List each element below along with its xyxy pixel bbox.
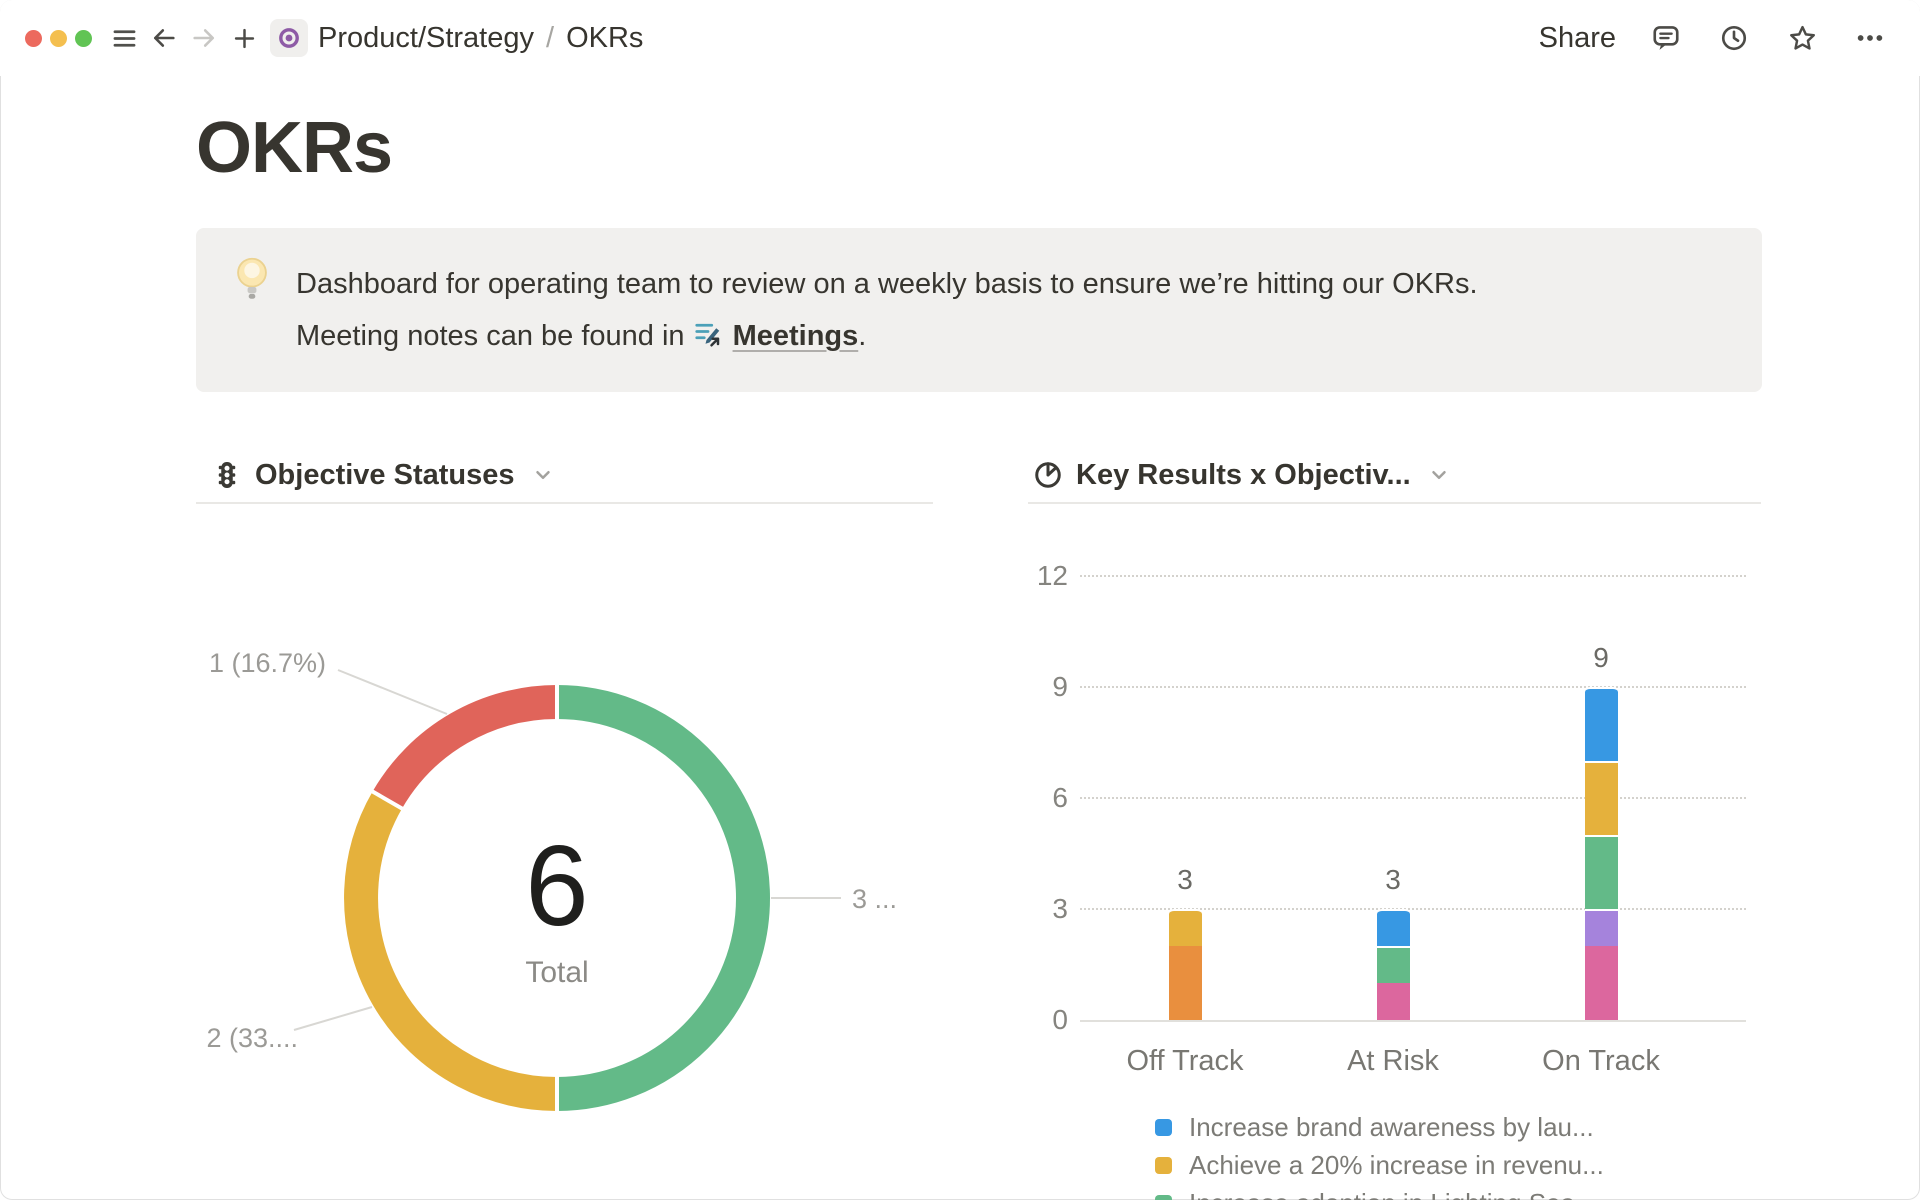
back-icon[interactable] [144,18,184,58]
y-tick-label: 0 [1052,1004,1068,1035]
legend-swatch [1155,1118,1172,1136]
legend-label: Achieve a 20% increase in revenu... [1189,1149,1604,1180]
grid-line [1080,686,1746,688]
legend-label: Increase brand awareness by lau... [1189,1111,1594,1142]
comments-icon[interactable] [1646,18,1686,58]
meetings-link[interactable]: Meetings [732,320,859,352]
grid-line [1080,908,1746,910]
donut-slice[interactable] [372,685,558,809]
chart-title-right: Key Results x Objectiv... [1076,458,1411,491]
x-category-label: On Track [1542,1045,1660,1077]
favorite-star-icon[interactable] [1782,18,1822,58]
page-title: OKRs [196,108,393,188]
titlebar-actions: Share [1537,18,1890,59]
donut-slice-label: 2 (33.... [206,1023,298,1053]
leader-line [293,1006,373,1031]
share-button[interactable]: Share [1537,18,1618,59]
minimize-button[interactable] [50,29,67,47]
donut-slice[interactable] [344,791,558,1111]
chevron-down-icon [532,464,554,486]
bar-chart: 0 3 6 9 12 3 Off Track 3 At Risk 9 On Track Increas… [1028,520,1761,1200]
meetings-page-icon [693,314,723,347]
legend-item[interactable]: Achieve a 20% increase in revenu... [1155,1150,1604,1180]
chart-header-objective-statuses[interactable]: Objective Statuses [212,456,554,494]
bar-segment[interactable] [1376,983,1410,1020]
breadcrumb: Product/Strategy / OKRs [318,22,643,55]
donut-slice[interactable] [556,685,770,1111]
forward-icon[interactable] [184,18,224,58]
bar-segment[interactable] [1168,946,1202,1020]
y-tick-label: 9 [1052,671,1068,702]
bar-segment[interactable] [1168,909,1202,946]
legend-label: Increase adoption in Lighting Sea... [1189,1188,1597,1200]
legend-swatch [1155,1194,1172,1200]
chart-divider-left [196,502,933,504]
bar-segment[interactable] [1584,909,1618,946]
traffic-light-icon [212,460,242,490]
close-button[interactable] [25,29,42,47]
pie-chart-icon [1033,460,1063,490]
slice-separator [369,788,405,812]
grid-line [1080,797,1746,799]
history-clock-icon[interactable] [1714,18,1754,58]
bar-total-label: 3 [1385,864,1401,895]
bar-segment[interactable] [1584,946,1618,1020]
legend-item[interactable]: Increase adoption in Lighting Sea... [1155,1188,1597,1200]
bar-segment[interactable] [1584,687,1618,761]
donut-total-label: Total [525,956,589,989]
bar-segment[interactable] [1584,835,1618,909]
leader-line [337,669,448,715]
donut-slice-label: 1 (16.7%) [208,648,326,678]
bar-total-label: 9 [1593,642,1609,673]
bar-segment[interactable] [1376,946,1410,983]
x-axis [1080,1020,1746,1022]
legend-swatch [1155,1156,1172,1174]
sidebar-menu-icon[interactable] [104,18,144,58]
bar-segment[interactable] [1584,761,1618,835]
more-options-icon[interactable] [1850,18,1890,58]
bar-segment[interactable] [1376,909,1410,946]
chart-divider-right [1028,502,1761,504]
y-tick-label: 6 [1052,782,1068,813]
traffic-lights [25,29,92,47]
callout: Dashboard for operating team to review o… [196,228,1762,392]
callout-text: Dashboard for operating team to review o… [296,258,1478,362]
lightbulb-icon [230,254,274,306]
donut-total-value: 6 [525,823,589,950]
legend-item[interactable]: Increase brand awareness by lau... [1155,1112,1594,1142]
breadcrumb-parent[interactable]: Product/Strategy [318,21,534,54]
donut-slice-label: 3 ... [852,884,898,914]
bar-total-label: 3 [1177,864,1193,895]
donut-chart: 3 ... 2 (33.... 1 (16.7%) 6 Total [196,520,933,1200]
y-tick-label: 3 [1052,893,1068,924]
x-category-label: At Risk [1347,1045,1439,1077]
chart-title-left: Objective Statuses [255,458,515,491]
callout-line2: Meeting notes can be found in Meetings. [296,320,866,352]
page-eye-icon[interactable] [270,19,308,57]
x-category-label: Off Track [1126,1045,1244,1077]
grid-line [1080,575,1746,577]
y-tick-label: 12 [1036,560,1068,591]
titlebar: Product/Strategy / OKRs Share [0,0,1920,76]
new-page-plus-icon[interactable] [224,18,264,58]
chart-header-key-results[interactable]: Key Results x Objectiv... [1033,456,1450,494]
breadcrumb-current[interactable]: OKRs [566,21,644,54]
chevron-down-icon [1428,464,1450,486]
maximize-button[interactable] [75,29,92,47]
callout-line1: Dashboard for operating team to review o… [296,268,1478,300]
breadcrumb-separator: / [546,21,555,54]
